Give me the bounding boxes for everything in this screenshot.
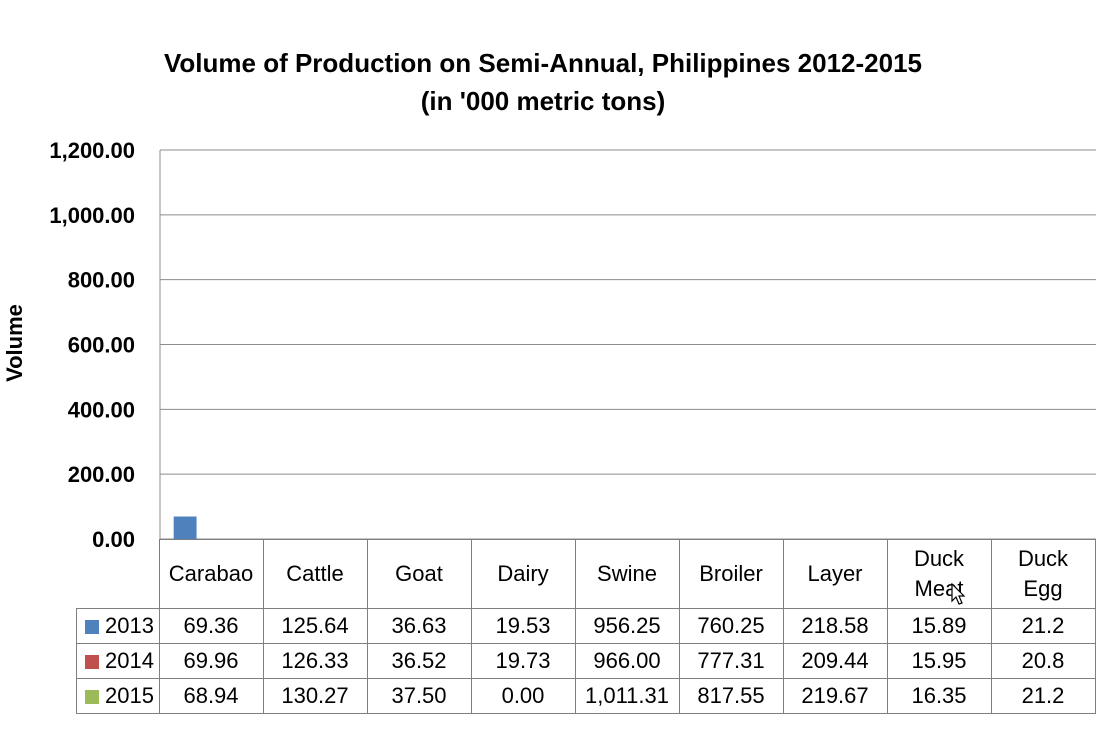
- category-label-line: Meat: [914, 576, 964, 601]
- data-cell: 37.50: [366, 678, 472, 714]
- legend-entry: 2013: [76, 608, 160, 644]
- data-cell: 19.73: [470, 643, 576, 679]
- y-tick-label: 1,000.00: [49, 203, 135, 228]
- legend-swatch: [85, 655, 99, 669]
- y-tick-label: 600.00: [68, 333, 135, 358]
- category-label-line: Swine: [597, 561, 657, 586]
- table-row: 2013 69.36 125.64 36.63 19.53 956.25 760.25 218…: [76, 608, 1096, 644]
- data-cell: 218.58: [782, 608, 888, 644]
- data-cell: 21.2: [990, 678, 1096, 714]
- data-cell: 21.2: [990, 608, 1096, 644]
- data-cell: 219.67: [782, 678, 888, 714]
- data-table: Carabao Cattle Goat Dairy Swine Broiler Layer D…: [76, 539, 1096, 714]
- category-label-line: Carabao: [168, 561, 254, 586]
- data-cell: 69.96: [158, 643, 264, 679]
- data-cell: 69.36: [158, 608, 264, 644]
- data-cell: 36.52: [366, 643, 472, 679]
- category-label: Broiler: [678, 539, 784, 609]
- y-axis-ticks: 1,200.00 1,000.00 800.00 600.00 400.00 200.00…: [49, 138, 135, 552]
- y-tick-label: 0.00: [92, 527, 135, 552]
- y-tick-label: 200.00: [68, 462, 135, 487]
- category-label: Swine: [574, 539, 680, 609]
- data-cell: 36.63: [366, 608, 472, 644]
- category-label-line: Cattle: [286, 561, 344, 586]
- y-tick-label: 800.00: [68, 268, 135, 293]
- table-corner: [77, 540, 160, 609]
- data-cell: 16.35: [886, 678, 992, 714]
- data-cell: 130.27: [262, 678, 368, 714]
- legend-entry: 2014: [76, 643, 160, 679]
- data-cell: 966.00: [574, 643, 680, 679]
- category-label: Cattle: [262, 539, 368, 609]
- data-cell: 817.55: [678, 678, 784, 714]
- gridlines: [159, 149, 1096, 540]
- data-cell: 1,011.31: [574, 678, 680, 714]
- legend-label: 2015: [105, 683, 154, 708]
- data-cell: 20.8: [990, 643, 1096, 679]
- category-label: Layer: [782, 539, 888, 609]
- category-label: Dairy: [470, 539, 576, 609]
- legend-swatch: [85, 620, 99, 634]
- category-label: Carabao: [158, 539, 264, 609]
- legend-label: 2013: [105, 613, 154, 638]
- data-cell: 15.89: [886, 608, 992, 644]
- data-cell: 209.44: [782, 643, 888, 679]
- category-label-line: Egg: [1023, 576, 1063, 601]
- data-cell: 15.95: [886, 643, 992, 679]
- bar-2013-carabao: [173, 516, 197, 539]
- category-label-line: Duck: [1017, 546, 1069, 571]
- category-label-line: Dairy: [497, 561, 549, 586]
- legend-entry: 2015: [76, 678, 160, 714]
- legend-label: 2014: [105, 648, 154, 673]
- data-cell: 777.31: [678, 643, 784, 679]
- data-cell: 760.25: [678, 608, 784, 644]
- data-cell: 68.94: [158, 678, 264, 714]
- legend-swatch: [85, 690, 99, 704]
- chart-title-line-1: Volume of Production on Semi-Annual, Phi…: [164, 48, 922, 78]
- category-label: Duck Egg: [990, 539, 1096, 609]
- data-cell: 0.00: [470, 678, 576, 714]
- chart-title-line-2: (in '000 metric tons): [420, 86, 666, 116]
- category-label: Goat: [366, 539, 472, 609]
- table-row: 2015 68.94 130.27 37.50 0.00 1,011.31 817.55 21…: [76, 678, 1096, 714]
- data-cell: 125.64: [262, 608, 368, 644]
- mouse-cursor-icon: [951, 583, 966, 605]
- bars: [173, 516, 197, 539]
- category-label: Duck Meat: [886, 539, 992, 609]
- category-label-line: Layer: [807, 561, 863, 586]
- data-cell: 126.33: [262, 643, 368, 679]
- y-tick-label: 1,200.00: [49, 138, 135, 163]
- chart-title: Volume of Production on Semi-Annual, Phi…: [0, 44, 1086, 120]
- category-label-line: Broiler: [699, 561, 763, 586]
- category-label-line: Duck: [913, 546, 965, 571]
- data-cell: 956.25: [574, 608, 680, 644]
- table-row: 2014 69.96 126.33 36.52 19.73 966.00 777.31 209…: [76, 643, 1096, 679]
- category-label-line: Goat: [395, 561, 443, 586]
- y-tick-label: 400.00: [68, 397, 135, 422]
- data-cell: 19.53: [470, 608, 576, 644]
